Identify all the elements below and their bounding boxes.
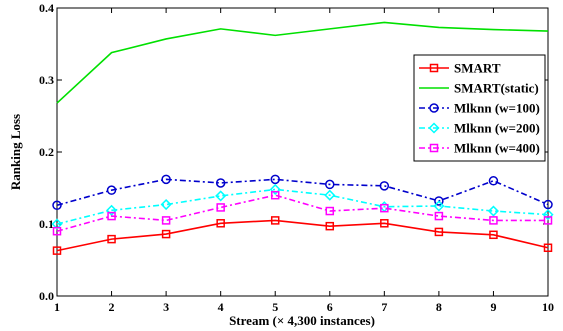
data-point [52,246,62,255]
data-point [52,226,62,236]
series-line [56,21,549,104]
data-point [434,227,444,237]
data-point [161,216,171,225]
legend-item: Mlknn (w=400) [419,141,540,156]
y-tick-label: 0.1 [39,217,54,231]
x-tick-label: 9 [490,300,496,314]
legend-label: Mlknn (w=200) [454,121,540,136]
data-point [216,219,225,228]
data-point [543,243,553,253]
x-tick-label: 8 [436,300,442,314]
y-tick-label: 0.3 [39,73,54,87]
series-3 [52,174,553,211]
legend-label: Mlknn (w=100) [454,101,540,116]
y-tick-label: 0.0 [39,289,54,303]
y-tick-label: 0.2 [39,145,54,159]
series-line [56,178,549,207]
x-tick-label: 10 [542,300,554,314]
data-point [270,190,280,200]
data-point [325,221,335,231]
legend-item: SMART [419,61,501,76]
x-tick-label: 3 [163,300,169,314]
data-point [542,209,554,221]
x-tick-label: 1 [54,300,60,314]
legend: SMART SMART(static) Mlknn (w=100) Mlknn (w=… [413,54,546,162]
data-point [161,229,171,239]
legend-item: Mlknn (w=100) [419,101,540,116]
x-axis-title: Stream (× 4,300 instances) [229,313,375,328]
data-point [489,230,498,240]
x-tick-label: 4 [218,300,224,314]
data-point [216,203,225,212]
data-point [106,185,117,195]
legend-marker [428,122,440,134]
legend-marker [429,143,439,153]
series-4 [51,183,554,230]
data-point [380,219,389,228]
data-point [52,200,62,211]
data-point [489,216,498,225]
data-point [107,234,116,244]
data-point [269,183,281,196]
data-point [215,178,226,188]
series-line [56,188,549,225]
legend-label: SMART(static) [454,81,539,96]
series-1 [52,216,553,255]
legend-item: Mlknn (w=200) [419,121,540,136]
legend-item: SMART(static) [419,81,539,96]
data-point [51,218,63,230]
series-5 [52,190,553,236]
series-2 [56,21,549,104]
x-tick-label: 7 [381,300,387,314]
y-tick-label: 0.4 [39,1,54,15]
x-tick-label: 2 [109,300,115,314]
data-point [107,211,116,221]
data-point [380,203,389,213]
data-point [160,198,172,211]
data-point [324,189,336,201]
data-point [543,199,553,210]
series-line [56,194,548,232]
y-axis-title: Ranking Loss [8,114,23,190]
data-point [487,205,500,217]
data-point [270,216,280,225]
data-point [434,196,444,206]
legend-label: SMART [454,61,501,76]
data-point [161,174,171,185]
legend-label: Mlknn (w=400) [454,141,540,156]
data-point [215,190,227,202]
data-point [105,204,118,216]
series-line [56,219,549,252]
data-point [488,176,499,186]
data-point [379,181,390,191]
data-point [270,174,280,185]
legend-marker [429,103,439,113]
legend-marker [429,63,439,73]
data-point [325,179,335,190]
data-point [434,211,444,221]
data-point [543,216,553,225]
x-tick-label: 6 [327,300,333,314]
data-point [325,206,335,216]
x-tick-label: 5 [272,300,278,314]
data-point [433,200,445,212]
